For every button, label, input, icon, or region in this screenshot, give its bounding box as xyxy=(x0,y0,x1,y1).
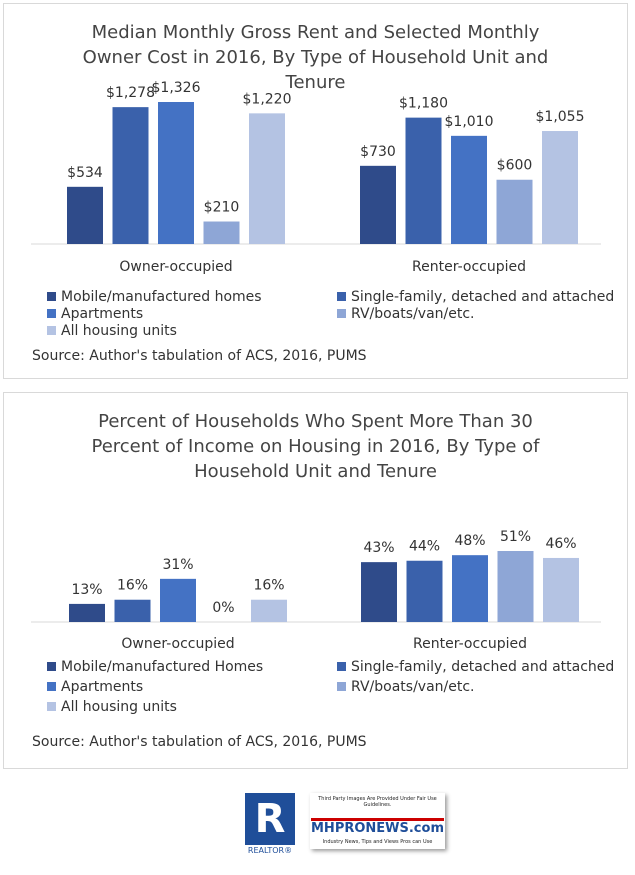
legend-label: Mobile/manufactured homes xyxy=(61,289,262,305)
value-label: 31% xyxy=(162,557,193,573)
legend-label: Apartments xyxy=(61,679,143,695)
bar xyxy=(114,599,151,622)
legend-label: All housing units xyxy=(61,699,177,715)
chart: $534 $1,278$1,326 $210 $1,220 Owner-occupied… xyxy=(31,80,614,364)
chart-panel: Percent of Households Who Spent More Tha… xyxy=(3,392,628,769)
value-label: $1,278 xyxy=(106,85,155,101)
legend-swatch xyxy=(47,702,56,711)
legend-label: Mobile/manufactured Homes xyxy=(61,659,263,675)
legend-swatch xyxy=(47,309,56,318)
value-label: 0% xyxy=(212,600,234,616)
brand: MHPRONEWS.com xyxy=(311,818,444,836)
value-label: $730 xyxy=(360,144,396,160)
bar xyxy=(405,117,442,244)
realtor-name: REALTOR® xyxy=(247,846,293,855)
legend-swatch xyxy=(47,326,56,335)
legend-label: Apartments xyxy=(61,306,143,322)
value-label: 48% xyxy=(454,533,485,549)
bar xyxy=(67,186,103,244)
legend-swatch xyxy=(337,292,346,301)
bar xyxy=(497,551,534,622)
bar xyxy=(496,179,533,244)
bar xyxy=(360,165,396,244)
value-label: $600 xyxy=(497,158,533,174)
bar xyxy=(406,560,443,622)
realtor-logo: R xyxy=(245,793,295,845)
bar xyxy=(543,557,579,622)
chart-panel: Median Monthly Gross Rent and Selected M… xyxy=(3,3,628,379)
value-label: $1,180 xyxy=(399,96,448,112)
legend-swatch xyxy=(337,309,346,318)
value-label: 16% xyxy=(117,578,148,594)
source-note: Source: Author's tabulation of ACS, 2016… xyxy=(32,348,367,364)
legend-swatch xyxy=(47,292,56,301)
legend-label: All housing units xyxy=(61,323,177,339)
value-label: $1,326 xyxy=(152,80,201,96)
x-tick-label: Renter-occupied xyxy=(413,636,527,652)
x-tick-label: Owner-occupied xyxy=(119,259,232,275)
bar xyxy=(249,113,285,244)
mhpronews-logo: Third Party Images Are Provided Under Fa… xyxy=(310,793,445,849)
legend-swatch xyxy=(337,662,346,671)
value-label: 51% xyxy=(500,529,531,545)
value-label: $1,010 xyxy=(445,114,494,130)
value-label: 16% xyxy=(253,578,284,594)
notice: Third Party Images Are Provided Under Fa… xyxy=(318,796,437,808)
bar xyxy=(69,603,105,622)
bar xyxy=(361,562,397,622)
legend-swatch xyxy=(47,682,56,691)
bar xyxy=(251,599,287,622)
source-note: Source: Author's tabulation of ACS, 2016… xyxy=(32,734,367,750)
bar xyxy=(160,578,196,622)
value-label: 44% xyxy=(409,539,440,555)
chart-title: Median Monthly Gross Rent and Selected M… xyxy=(82,22,549,93)
bar xyxy=(112,107,149,244)
bar xyxy=(452,555,488,622)
bar xyxy=(158,102,194,244)
legend-swatch xyxy=(47,662,56,671)
bar xyxy=(451,135,487,244)
x-tick-label: Renter-occupied xyxy=(412,259,526,275)
legend-swatch xyxy=(337,682,346,691)
legend-label: Single-family, detached and attached xyxy=(351,289,614,305)
x-tick-label: Owner-occupied xyxy=(121,636,234,652)
value-label: $1,220 xyxy=(243,91,292,107)
legend-label: RV/boats/van/etc. xyxy=(351,679,475,695)
chart-title: Percent of Households Who Spent More Tha… xyxy=(91,411,540,482)
value-label: $210 xyxy=(204,200,240,216)
legend-label: Single-family, detached and attached xyxy=(351,659,614,675)
bar xyxy=(542,131,578,244)
value-label: 46% xyxy=(545,536,576,552)
value-label: $1,055 xyxy=(536,109,585,125)
tagline: Industry News, Tips and Views Pros can U… xyxy=(322,839,433,845)
value-label: $534 xyxy=(67,165,103,181)
bar xyxy=(203,221,240,244)
legend-label: RV/boats/van/etc. xyxy=(351,306,475,322)
chart: 13% 16% 31% 0% 16% Owner-occupied 43% 44% 48% 51%… xyxy=(31,529,614,750)
value-label: 43% xyxy=(363,540,394,556)
value-label: 13% xyxy=(71,582,102,598)
